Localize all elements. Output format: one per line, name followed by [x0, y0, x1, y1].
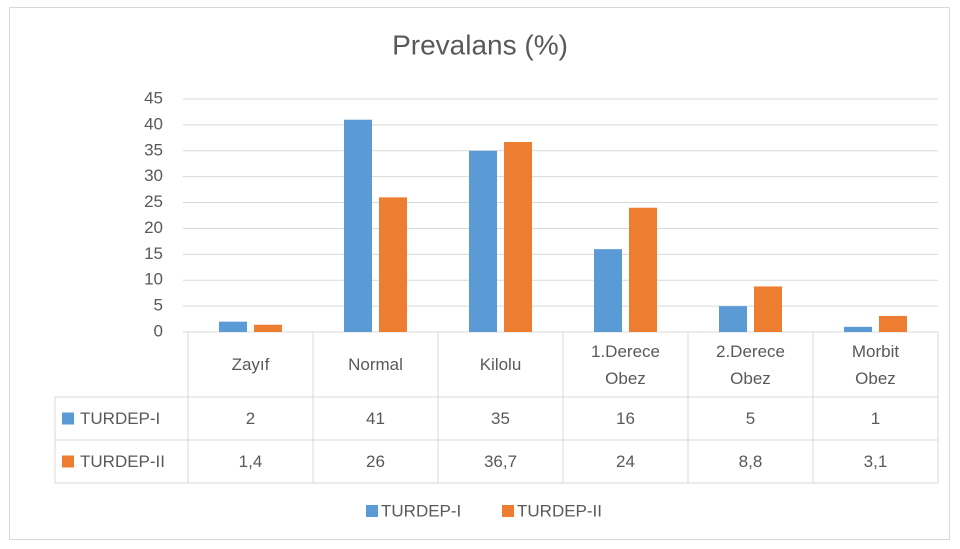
- bar: [879, 315, 907, 332]
- table-value: 5: [746, 409, 755, 428]
- y-tick-label: 0: [154, 321, 163, 340]
- legend-label: TURDEP-I: [381, 501, 461, 520]
- table-value: 35: [491, 409, 510, 428]
- y-tick-label: 45: [144, 88, 163, 107]
- bar: [844, 326, 872, 332]
- chart-title: Prevalans (%): [392, 29, 568, 60]
- bar: [719, 306, 747, 332]
- x-tick-label: Zayıf: [188, 332, 313, 397]
- legend-label: TURDEP-II: [517, 501, 602, 520]
- legend-key: [366, 505, 378, 517]
- x-tick-label: Kilolu: [438, 332, 563, 397]
- table-legend-key: [62, 412, 74, 425]
- bar: [469, 150, 497, 332]
- bar: [594, 249, 622, 332]
- legend-key: [502, 505, 514, 517]
- x-tick-label: Normal: [313, 332, 438, 397]
- category-text: Kilolu: [479, 355, 522, 374]
- bar: [754, 286, 782, 332]
- table-value: 2: [246, 409, 255, 428]
- y-tick-label: 30: [144, 166, 163, 185]
- category-text: Zayıf: [231, 355, 270, 374]
- table-series-name: TURDEP-II: [80, 452, 165, 471]
- y-tick-label: 10: [144, 270, 163, 289]
- bar: [254, 324, 282, 332]
- table-value: 41: [366, 409, 385, 428]
- y-tick-label: 40: [144, 114, 163, 133]
- table-value: 26: [366, 452, 385, 471]
- category-text: Morbit Obez: [851, 341, 900, 388]
- table-value: 1,4: [239, 452, 263, 471]
- category-text: Normal: [348, 355, 403, 374]
- table-series-name: TURDEP-I: [80, 409, 160, 428]
- x-tick-label: Morbit Obez: [813, 332, 938, 397]
- y-tick-label: 15: [144, 244, 163, 263]
- table-value: 24: [616, 452, 635, 471]
- bar: [504, 141, 532, 332]
- bar: [344, 119, 372, 332]
- table-value: 3,1: [864, 452, 888, 471]
- x-tick-label: 2.Derece Obez: [688, 332, 813, 397]
- table-value: 36,7: [484, 452, 517, 471]
- y-tick-label: 25: [144, 192, 163, 211]
- y-tick-label: 5: [154, 296, 163, 315]
- bar: [379, 197, 407, 332]
- bar: [629, 207, 657, 332]
- bar: [219, 321, 247, 332]
- table-value: 16: [616, 409, 635, 428]
- table-value: 8,8: [739, 452, 763, 471]
- table-value: 1: [871, 409, 880, 428]
- y-tick-label: 20: [144, 218, 163, 237]
- x-tick-label: 1.Derece Obez: [563, 332, 688, 397]
- table-legend-key: [62, 455, 74, 468]
- y-tick-label: 35: [144, 140, 163, 159]
- category-text: 2.Derece Obez: [716, 341, 785, 388]
- category-text: 1.Derece Obez: [591, 341, 660, 388]
